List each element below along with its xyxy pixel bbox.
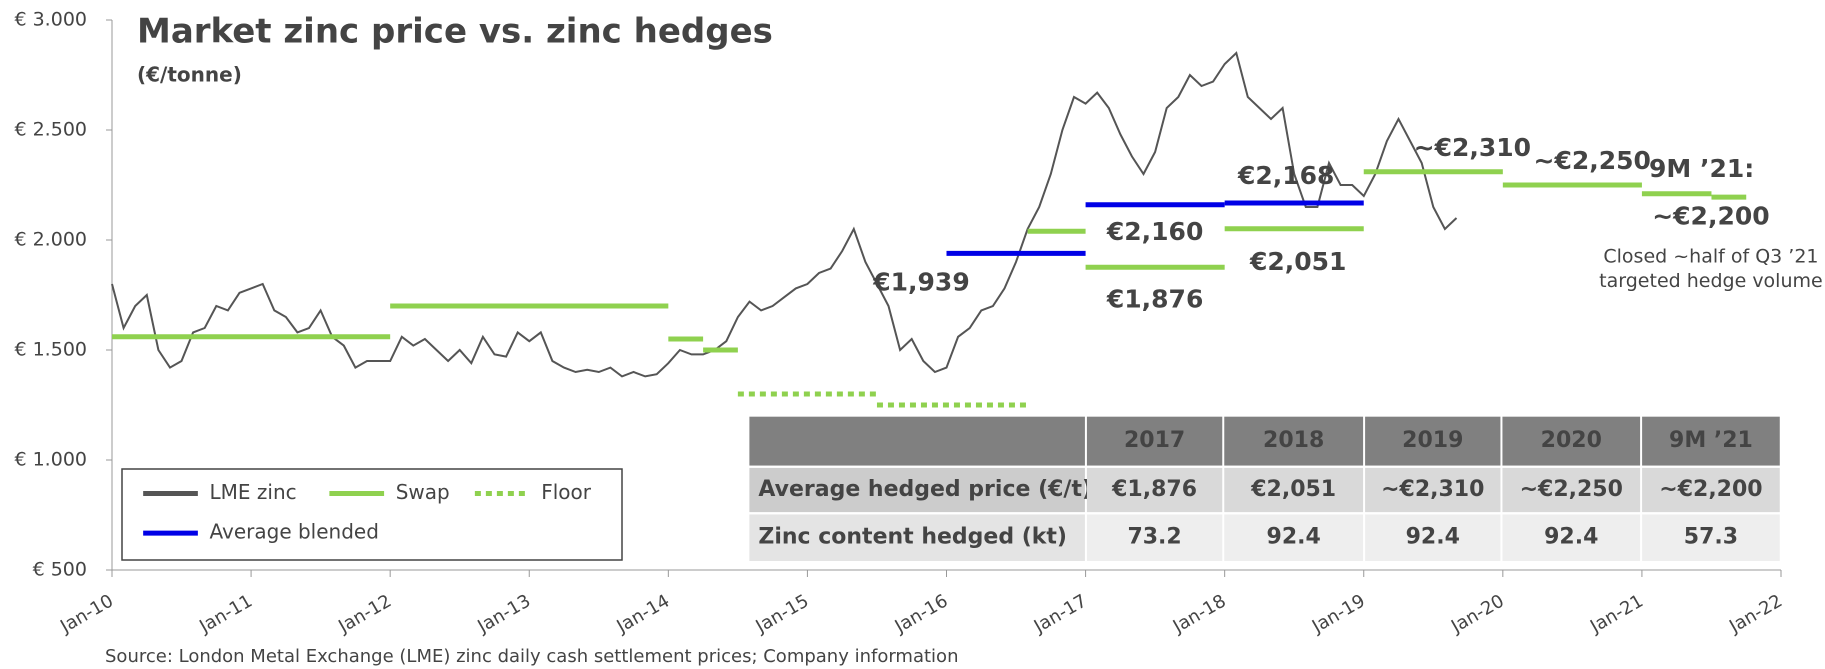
x-tick-label: Jan-19 — [1308, 590, 1369, 637]
table-cell — [1502, 467, 1641, 513]
x-tick-label: Jan-12 — [334, 590, 395, 637]
chart-subtitle: (€/tonne) — [137, 63, 242, 87]
x-tick-label: Jan-13 — [473, 590, 534, 637]
segment-label: €1,939 — [872, 267, 969, 296]
legend-label: Average blended — [210, 520, 379, 544]
annotation: 9M ’21: — [1649, 154, 1754, 183]
table-cell — [1224, 467, 1364, 513]
table-cell — [1642, 467, 1780, 513]
table-text: 2018 — [1263, 428, 1324, 453]
y-tick-label: € 1.500 — [14, 339, 87, 361]
legend — [121, 468, 623, 561]
legend-label: LME zinc — [210, 480, 297, 504]
table-cell — [749, 467, 1085, 513]
table-cell — [1365, 514, 1501, 562]
x-tick-label: Jan-17 — [1030, 590, 1091, 637]
table-text: 2020 — [1541, 428, 1602, 453]
table-cell — [1086, 514, 1223, 562]
table-cell — [749, 416, 1085, 466]
annotation: ~€2,200 — [1652, 202, 1769, 231]
x-tick-label: Jan-14 — [612, 590, 673, 637]
table-cell — [1224, 416, 1364, 466]
table-text: 9M ’21 — [1669, 428, 1753, 453]
table-text: ~€2,250 — [1520, 477, 1623, 502]
table-cell — [1642, 416, 1780, 466]
table-cell — [749, 514, 1085, 562]
legend-label: Floor — [541, 480, 592, 504]
segment-label: €1,876 — [1106, 284, 1203, 313]
legend-label: Swap — [396, 480, 450, 504]
x-tick-label: Jan-20 — [1447, 590, 1508, 637]
x-tick-label: Jan-18 — [1169, 590, 1230, 637]
segment-label: €2,168 — [1237, 161, 1334, 190]
table-cell — [1502, 416, 1641, 466]
x-tick-label: Jan-21 — [1586, 590, 1647, 637]
segment-label: €2,051 — [1249, 247, 1346, 276]
annotation: targeted hedge volume — [1599, 270, 1823, 292]
table-text: 73.2 — [1127, 525, 1181, 550]
table-text: Average hedged price (€/t) — [758, 477, 1092, 502]
annotation: ~€2,310 — [1414, 133, 1531, 162]
y-tick-label: € 500 — [33, 559, 87, 581]
chart-title: Market zinc price vs. zinc hedges — [137, 12, 773, 52]
x-tick-label: Jan-10 — [56, 590, 117, 637]
y-tick-label: € 1.000 — [14, 449, 87, 471]
annotation: ~€2,250 — [1534, 146, 1651, 175]
table-text: 92.4 — [1406, 525, 1460, 550]
table-text: Zinc content hedged (kt) — [758, 525, 1067, 550]
table-text: 92.4 — [1544, 525, 1598, 550]
table-text: €2,051 — [1250, 477, 1336, 502]
table-text: 92.4 — [1267, 525, 1321, 550]
table-cell — [1365, 416, 1501, 466]
x-tick-label: Jan-22 — [1725, 590, 1786, 637]
table-cell — [1086, 467, 1223, 513]
x-tick-label: Jan-11 — [195, 590, 256, 637]
table-cell — [1086, 416, 1223, 466]
price-line — [111, 51, 1458, 378]
annotation: Closed ~half of Q3 ’21 — [1603, 246, 1818, 268]
x-tick-label: Jan-16 — [891, 590, 952, 637]
table-text: 2017 — [1124, 428, 1185, 453]
table-cell — [1365, 467, 1501, 513]
source-note: Source: London Metal Exchange (LME) zinc… — [105, 646, 958, 667]
table-text: ~€2,200 — [1659, 477, 1762, 502]
table-cell — [1502, 514, 1641, 562]
table-text: 57.3 — [1684, 525, 1738, 550]
table-cell — [1642, 514, 1780, 562]
table-text: 2019 — [1402, 428, 1463, 453]
segment-label: €2,160 — [1106, 217, 1203, 246]
table-text: €1,876 — [1111, 477, 1197, 502]
y-tick-label: € 2.000 — [14, 229, 87, 251]
y-tick-label: € 3.000 — [14, 9, 87, 31]
table-text: ~€2,310 — [1381, 477, 1484, 502]
y-tick-label: € 2.500 — [14, 119, 87, 141]
table-cell — [1224, 514, 1364, 562]
x-tick-label: Jan-15 — [752, 590, 813, 637]
